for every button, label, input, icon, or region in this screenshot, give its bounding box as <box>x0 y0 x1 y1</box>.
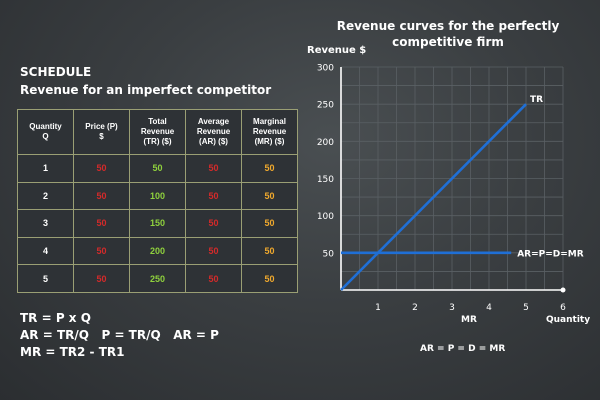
table-header-row: Quantity Q Price (P) $ Total Revenue (TR… <box>17 109 298 155</box>
revenue-schedule-table: Quantity Q Price (P) $ Total Revenue (TR… <box>17 109 298 293</box>
y-tick-label: 200 <box>317 138 334 148</box>
marginal-revenue-cell: 50 <box>241 209 298 238</box>
series-line-0 <box>340 103 527 291</box>
formula-average-revenue: AR = TR/Q P = TR/Q AR = P <box>20 328 219 342</box>
chart-series <box>340 103 527 291</box>
quantity-cell: 2 <box>17 181 74 211</box>
marginal-revenue-cell: 50 <box>241 154 298 183</box>
quantity-cell: 5 <box>17 264 74 293</box>
formula-marginal-revenue: MR = TR2 - TR1 <box>20 345 125 359</box>
marginal-revenue-cell: 50 <box>241 264 298 293</box>
chart-grid <box>341 66 564 290</box>
total-revenue-cell: 200 <box>129 236 186 266</box>
total-revenue-cell: 100 <box>129 181 186 211</box>
total-revenue-cell: 250 <box>129 264 186 293</box>
average-revenue-cell: 50 <box>185 264 242 293</box>
x-tick-label: 3 <box>449 303 455 313</box>
y-axis-label: Revenue $ <box>307 45 366 56</box>
formula-total-revenue: TR = P x Q <box>20 311 91 325</box>
price-cell: 50 <box>73 181 130 211</box>
quantity-cell: 1 <box>17 154 74 183</box>
y-tick-label: 100 <box>317 212 334 222</box>
y-tick-label: 300 <box>317 64 334 74</box>
series-labels: TR AR=P=D=MR <box>517 95 584 259</box>
price-cell: 50 <box>73 209 130 238</box>
column-header-price: Price (P) $ <box>73 109 130 155</box>
x-tick-label: 4 <box>486 303 492 313</box>
x-axis-label: Quantity <box>546 315 590 325</box>
chart-title: Revenue curves for the perfectly competi… <box>336 19 560 49</box>
average-revenue-cell: 50 <box>185 181 242 211</box>
column-header-marginal-revenue: Marginal Revenue (MR) ($) <box>241 109 298 155</box>
column-header-total-revenue: Total Revenue (TR) ($) <box>129 109 186 155</box>
x-axis-note: MR <box>461 315 477 325</box>
axis-tick-labels: 50 100 150 200 250 300 1 2 3 4 5 6 <box>317 64 566 314</box>
marginal-revenue-cell: 50 <box>241 181 298 211</box>
series-label: AR=P=D=MR <box>517 249 584 259</box>
x-tick-label: 1 <box>375 303 381 313</box>
quantity-cell: 3 <box>17 209 74 238</box>
schedule-heading: SCHEDULE <box>20 65 92 79</box>
chart-caption: AR = P = D = MR <box>420 344 505 354</box>
table-row: 2 50 100 50 50 <box>17 181 298 211</box>
schedule-subheading: Revenue for an imperfect competitor <box>20 83 272 97</box>
table-row: 5 50 250 50 50 <box>17 264 298 293</box>
series-label: TR <box>530 95 543 105</box>
x-tick-label: 6 <box>560 303 566 313</box>
y-tick-label: 250 <box>317 101 334 111</box>
table-row: 1 50 50 50 50 <box>17 154 298 183</box>
y-tick-label: 50 <box>323 249 335 259</box>
price-cell: 50 <box>73 264 130 293</box>
x-axis-end-dot <box>560 287 566 293</box>
x-tick-label: 5 <box>523 303 529 313</box>
total-revenue-cell: 50 <box>129 154 186 183</box>
table-row: 3 50 150 50 50 <box>17 209 298 238</box>
x-tick-label: 2 <box>412 303 418 313</box>
column-header-quantity: Quantity Q <box>17 109 74 155</box>
average-revenue-cell: 50 <box>185 154 242 183</box>
y-tick-label: 150 <box>317 175 334 185</box>
